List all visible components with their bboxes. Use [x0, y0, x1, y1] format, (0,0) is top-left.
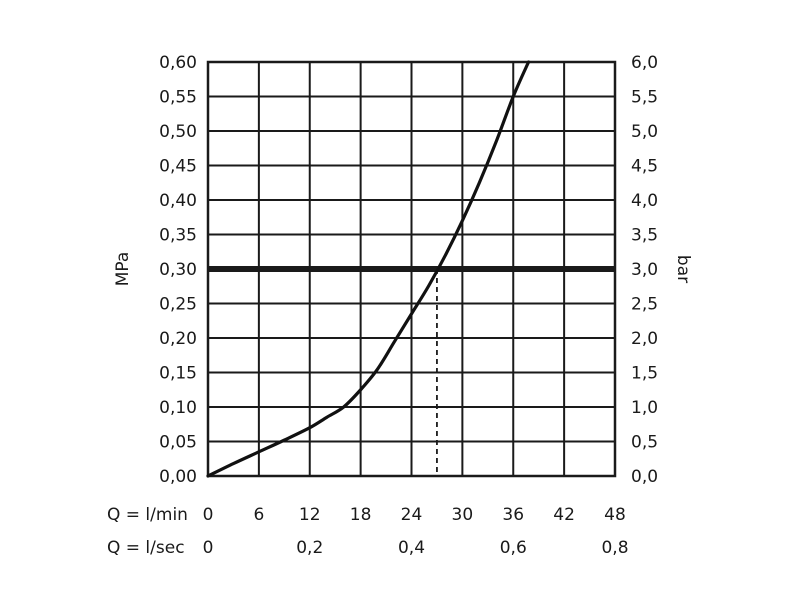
left-tick-label: 0,30	[159, 260, 197, 280]
left-tick-label: 0,40	[159, 191, 197, 211]
right-tick-label: 3,0	[631, 260, 658, 280]
x-lmin-tick-label: 42	[553, 505, 575, 525]
right-tick-label: 5,5	[631, 88, 658, 108]
right-tick-label: 6,0	[631, 53, 658, 73]
right-tick-label: 5,0	[631, 122, 658, 142]
left-tick-label: 0,00	[159, 467, 197, 487]
right-tick-label: 1,0	[631, 398, 658, 418]
x-lsec-tick-label: 0,4	[398, 538, 425, 558]
x-lmin-tick-label: 12	[299, 505, 321, 525]
x-lmin-tick-label: 48	[604, 505, 626, 525]
right-tick-label: 0,0	[631, 467, 658, 487]
left-tick-label: 0,35	[159, 226, 197, 246]
x-lmin-tick-label: 18	[350, 505, 372, 525]
right-tick-label: 1,5	[631, 364, 658, 384]
right-tick-label: 3,5	[631, 226, 658, 246]
x-lmin-tick-label: 6	[253, 505, 264, 525]
x-lmin-tick-label: 0	[203, 505, 214, 525]
reference-layer	[208, 266, 615, 476]
x-axis-lsec-title: Q = l/sec	[107, 538, 185, 558]
right-tick-label: 2,0	[631, 329, 658, 349]
x-axis-lmin-title: Q = l/min	[107, 505, 188, 525]
x-lsec-tick-label: 0,8	[601, 538, 628, 558]
x-lmin-tick-label: 24	[401, 505, 423, 525]
right-tick-label: 4,5	[631, 157, 658, 177]
right-tick-label: 4,0	[631, 191, 658, 211]
left-axis-title: MPa	[113, 252, 133, 287]
x-lmin-tick-label: 30	[452, 505, 474, 525]
left-tick-label: 0,55	[159, 88, 197, 108]
left-tick-label: 0,50	[159, 122, 197, 142]
x-lmin-tick-label: 36	[502, 505, 524, 525]
right-tick-label: 2,5	[631, 295, 658, 315]
curve-layer	[206, 60, 531, 478]
right-tick-label: 0,5	[631, 433, 658, 453]
x-lsec-tick-label: 0,2	[296, 538, 323, 558]
right-axis-title: bar	[673, 255, 693, 283]
left-tick-label: 0,15	[159, 364, 197, 384]
left-tick-label: 0,10	[159, 398, 197, 418]
left-tick-label: 0,45	[159, 157, 197, 177]
x-lsec-tick-label: 0	[203, 538, 214, 558]
left-tick-label: 0,60	[159, 53, 197, 73]
flow-pressure-curve	[206, 60, 531, 478]
left-tick-label: 0,20	[159, 329, 197, 349]
left-tick-label: 0,25	[159, 295, 197, 315]
tick-labels: 0,000,050,100,150,200,250,300,350,400,45…	[159, 53, 658, 558]
x-lsec-tick-label: 0,6	[500, 538, 527, 558]
left-tick-label: 0,05	[159, 433, 197, 453]
